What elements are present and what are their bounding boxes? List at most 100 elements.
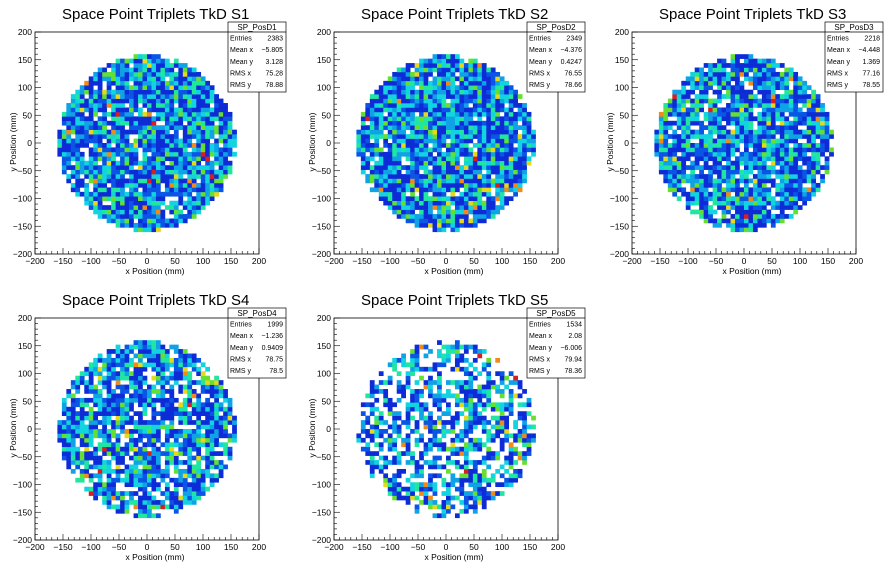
heatmap-bin	[499, 160, 505, 166]
x-tick-label: 0	[742, 256, 747, 266]
heatmap-bin	[124, 156, 130, 162]
heatmap-bin	[481, 178, 487, 184]
heatmap-bin	[824, 147, 830, 153]
heatmap-bin	[392, 411, 398, 416]
heatmap-bin	[784, 125, 790, 130]
heatmap-bin	[744, 98, 749, 104]
heatmap-bin	[437, 129, 442, 135]
heatmap-bin	[79, 85, 85, 91]
heatmap-bin	[178, 116, 184, 122]
heatmap-bin	[486, 116, 492, 122]
heatmap-bin	[142, 455, 148, 461]
heatmap-bin	[200, 375, 206, 381]
heatmap-bin	[61, 442, 67, 448]
heatmap-bin	[205, 85, 211, 91]
heatmap-bin	[106, 415, 112, 421]
heatmap-bin	[182, 129, 188, 135]
heatmap-bin	[450, 58, 456, 64]
heatmap-bin	[450, 67, 456, 73]
heatmap-bin	[142, 218, 148, 224]
heatmap-bin	[142, 174, 148, 179]
y-tick-label: 150	[18, 55, 32, 65]
heatmap-bin	[468, 111, 474, 117]
heatmap-bin	[410, 76, 415, 82]
heatmap-bin	[147, 340, 152, 345]
heatmap-bin	[396, 429, 402, 434]
heatmap-bin	[97, 397, 103, 403]
heatmap-bin	[423, 143, 429, 148]
x-tick-label: 150	[224, 256, 238, 266]
heatmap-bin	[744, 103, 749, 108]
heatmap-bin	[120, 160, 125, 166]
heatmap-bin	[374, 129, 380, 135]
heatmap-bin	[490, 151, 496, 157]
heatmap-bin	[806, 94, 812, 99]
heatmap-bin	[173, 120, 179, 126]
heatmap-bin	[88, 371, 94, 377]
heatmap-bin	[463, 129, 469, 135]
heatmap-bin	[106, 384, 112, 390]
heatmap-bin	[182, 143, 188, 148]
heatmap-bin	[106, 205, 112, 210]
heatmap-bin	[748, 187, 754, 193]
heatmap-bin	[227, 420, 233, 425]
heatmap-bin	[173, 406, 179, 412]
heatmap-bin	[97, 116, 103, 122]
heatmap-bin	[504, 129, 510, 135]
heatmap-bin	[124, 147, 130, 153]
heatmap-bin	[423, 134, 429, 139]
heatmap-bin	[88, 196, 94, 202]
heatmap-bin	[164, 222, 170, 228]
heatmap-bin	[681, 120, 687, 126]
heatmap-bin	[214, 437, 219, 443]
heatmap-bin	[160, 500, 166, 505]
heatmap-bin	[428, 214, 433, 219]
heatmap-bin	[432, 227, 438, 233]
heatmap-bin	[472, 125, 478, 130]
heatmap-bin	[124, 214, 130, 219]
heatmap-bin	[169, 406, 175, 412]
heatmap-bin	[97, 174, 103, 179]
heatmap-bin	[441, 134, 447, 139]
heatmap-bin	[147, 98, 152, 104]
heatmap-bin	[129, 160, 134, 166]
heatmap-bin	[712, 218, 718, 224]
heatmap-bin	[187, 205, 193, 210]
heatmap-bin	[147, 460, 152, 465]
heatmap-bin	[504, 80, 510, 86]
heatmap-bin	[147, 54, 152, 59]
heatmap-bin	[209, 482, 215, 488]
heatmap-bin	[191, 429, 197, 434]
heatmap-bin	[423, 200, 429, 206]
heatmap-bin	[147, 357, 152, 363]
stats-label: Mean y	[230, 59, 253, 66]
heatmap-bin	[454, 165, 460, 170]
heatmap-bin	[405, 138, 411, 144]
heatmap-bin	[726, 222, 731, 228]
heatmap-bin	[124, 182, 130, 188]
heatmap-bin	[454, 94, 460, 99]
heatmap-bin	[93, 196, 99, 202]
heatmap-bin	[205, 433, 211, 439]
heatmap-bin	[61, 147, 67, 153]
y-tick-label: 200	[18, 27, 32, 37]
heatmap-bin	[730, 205, 736, 210]
panel-3: Space Point Triplets TkD S3−200 −150 −100−…	[605, 6, 884, 276]
heatmap-bin	[97, 433, 103, 439]
heatmap-bin	[120, 504, 125, 510]
heatmap-bin	[504, 160, 510, 166]
heatmap-bin	[133, 214, 139, 219]
heatmap-bin	[178, 415, 184, 421]
heatmap-bin	[120, 178, 125, 184]
heatmap-bin	[97, 134, 103, 139]
heatmap-bin	[748, 200, 754, 206]
heatmap-bin	[454, 209, 460, 215]
heatmap-bin	[111, 486, 116, 492]
heatmap-bin	[75, 429, 81, 434]
heatmap-bin	[138, 218, 143, 224]
heatmap-bin	[392, 420, 398, 425]
heatmap-bin	[428, 94, 433, 99]
heatmap-bin	[142, 116, 148, 122]
heatmap-bin	[446, 80, 451, 86]
heatmap-bin	[454, 89, 460, 95]
